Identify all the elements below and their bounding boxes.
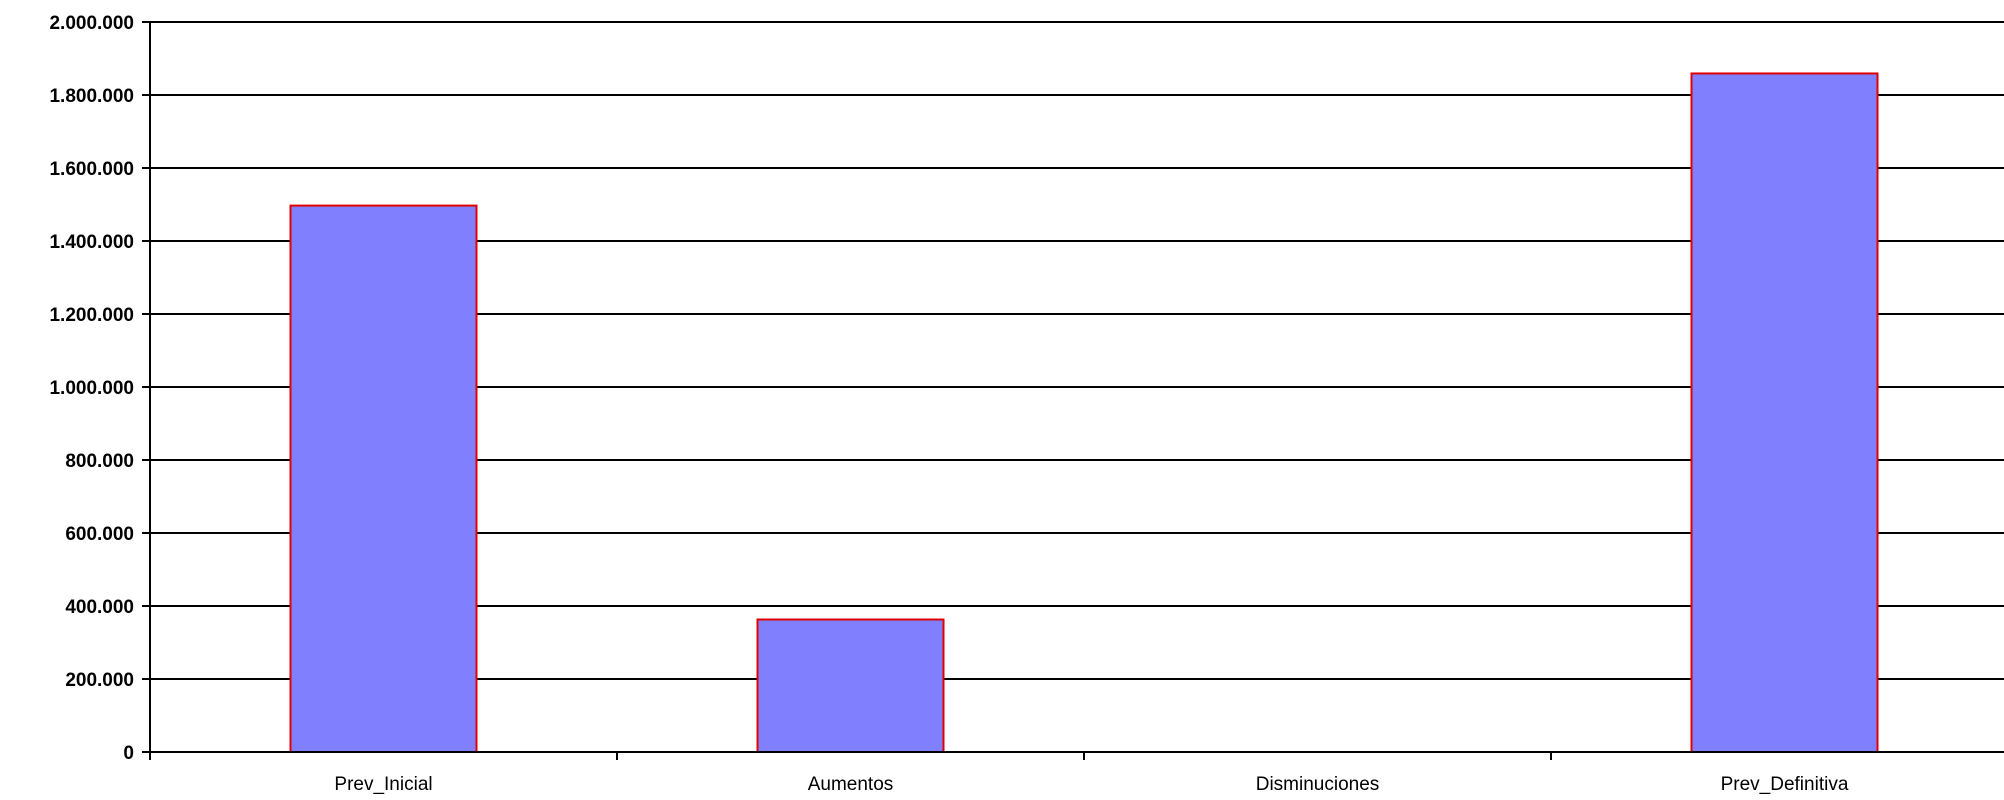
y-tick-label-3: 600.000: [65, 524, 134, 545]
x-tick-label-prev-inicial: Prev_Inicial: [334, 774, 432, 795]
axes: [142, 21, 2004, 760]
y-axis-tick-labels: 0 200.000 400.000 600.000 800.000 1.000.000 1.…: [49, 13, 134, 764]
y-tick-label-10: 2.000.000: [49, 13, 134, 34]
y-tick-label-5: 1.000.000: [49, 378, 134, 399]
bar-aumentos: [756, 618, 945, 753]
x-tick-label-prev-definitiva: Prev_Definitiva: [1721, 774, 1849, 795]
y-tick-label-9: 1.800.000: [49, 86, 134, 107]
y-tick-label-8: 1.600.000: [49, 159, 134, 180]
y-tick-label-4: 800.000: [65, 451, 134, 472]
x-tick-label-aumentos: Aumentos: [808, 774, 894, 795]
bar-prev-definitiva: [1690, 72, 1879, 753]
bar-prev-inicial: [289, 204, 478, 754]
x-tick-label-disminuciones: Disminuciones: [1256, 774, 1380, 795]
x-axis-tick-labels: Prev_Inicial Aumentos Disminuciones Prev_De…: [334, 774, 1848, 795]
bars: [289, 72, 1879, 754]
y-tick-label-2: 400.000: [65, 597, 134, 618]
y-tick-label-1: 200.000: [65, 670, 134, 691]
y-tick-label-0: 0: [123, 743, 134, 764]
y-tick-label-7: 1.400.000: [49, 232, 134, 253]
y-tick-label-6: 1.200.000: [49, 305, 134, 326]
